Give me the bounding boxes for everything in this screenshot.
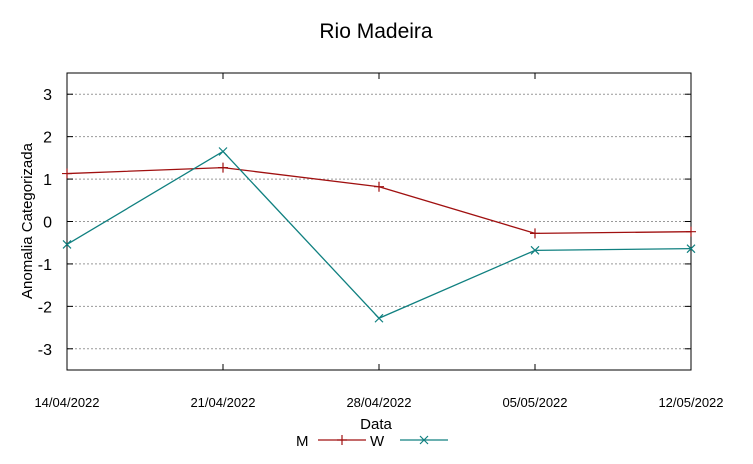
y-tick-label: 3 <box>43 87 52 104</box>
plus-marker <box>337 435 347 445</box>
x-tick-label: 21/04/2022 <box>190 395 255 410</box>
plus-marker <box>530 228 540 239</box>
legend-label: W <box>370 433 385 450</box>
chart-title: Rio Madeira <box>319 20 433 43</box>
y-tick-label: 2 <box>43 130 52 147</box>
legend-item-W: W <box>370 433 448 450</box>
series-line-W <box>66 150 692 320</box>
cross-marker <box>62 239 72 249</box>
legend-item-M: M <box>296 433 366 450</box>
x-tick-label: 05/05/2022 <box>502 395 567 410</box>
y-tick-label: 0 <box>43 215 52 232</box>
series-line-M <box>66 166 692 235</box>
y-tick-label: -1 <box>38 257 52 274</box>
plus-marker <box>686 226 696 237</box>
y-tick-label: -3 <box>38 342 52 359</box>
y-tick-label: 1 <box>43 172 52 189</box>
plus-marker <box>62 168 72 179</box>
x-tick-label: 28/04/2022 <box>346 395 411 410</box>
y-tick-label: -2 <box>38 299 52 316</box>
series-M <box>62 162 696 239</box>
x-axis-label: Data <box>360 416 392 433</box>
legend-label: M <box>296 433 309 450</box>
cross-marker <box>530 245 540 255</box>
plus-marker <box>374 181 384 192</box>
plus-marker <box>218 162 228 173</box>
cross-marker <box>686 244 696 254</box>
cross-marker <box>218 147 228 156</box>
cross-marker <box>419 435 429 445</box>
series-W <box>62 147 696 323</box>
y-axis-label: Anomalia Categorizada <box>19 142 36 299</box>
x-tick-label: 14/04/2022 <box>34 395 99 410</box>
x-tick-label: 12/05/2022 <box>658 395 723 410</box>
cross-marker <box>374 313 384 323</box>
